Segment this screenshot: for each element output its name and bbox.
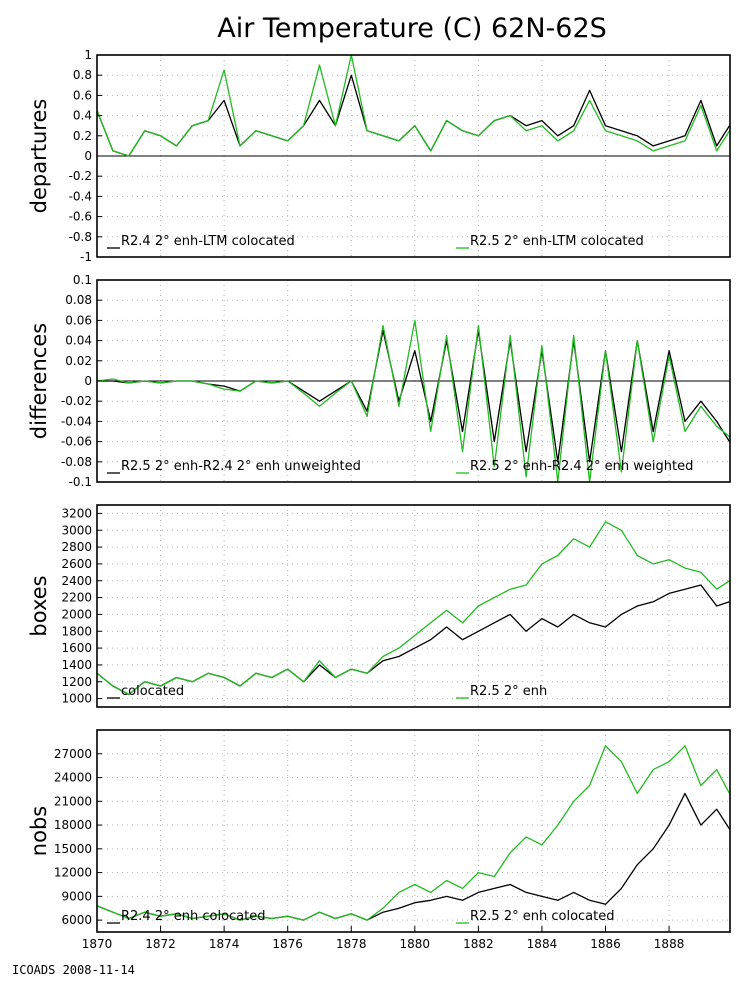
- panel-nobs: 6000 9000 12000 15000 18000 21000 24000 27000 no…: [27, 729, 731, 933]
- footer-source: ICOADS 2008-11-14: [12, 963, 135, 977]
- x-tick-label: 1870: [82, 937, 113, 951]
- y-tick-label: 24000: [54, 771, 92, 785]
- y-tick-label: 2200: [61, 591, 92, 605]
- y-tick-label: 27000: [54, 747, 92, 761]
- legend-label-green: R2.5 2° enh colocated: [470, 909, 614, 924]
- y-tick-label: 2000: [61, 607, 92, 621]
- y-tick-label: 1600: [61, 641, 92, 655]
- y-axis-label: nobs: [27, 806, 51, 856]
- y-tick-label: 1200: [61, 675, 92, 689]
- y-tick-label: 0.2: [73, 129, 92, 143]
- y-tick-label: 18000: [54, 818, 92, 832]
- y-tick-label: 3000: [61, 523, 92, 537]
- plot-frame: [96, 729, 731, 933]
- y-tick-label: 2400: [61, 574, 92, 588]
- y-tick-label: 12000: [54, 866, 92, 880]
- y-tick-label: 0.4: [73, 109, 92, 123]
- panel-differences: -0.1 -0.08 -0.06 -0.04 -0.02 0 0.02 0.04 0.06 0.0…: [27, 273, 731, 489]
- legend-label-black: colocated: [121, 684, 184, 699]
- y-tick-label: -0.8: [69, 230, 92, 244]
- x-tick-label: 1884: [527, 937, 558, 951]
- y-tick-label: 1400: [61, 658, 92, 672]
- panel-boxes: 1000 1200 1400 1600 1800 2000 2200 2400 2600 2800…: [27, 504, 731, 708]
- legend-label-green: R2.5 2° enh-R2.4 2° enh weighted: [470, 459, 693, 474]
- y-tick-label: 9000: [61, 889, 92, 903]
- y-tick-label: 1000: [61, 692, 92, 706]
- y-tick-label: 21000: [54, 794, 92, 808]
- y-tick-label: 0: [84, 374, 92, 388]
- x-tick-label: 1878: [336, 937, 367, 951]
- y-tick-label: 15000: [54, 842, 92, 856]
- y-tick-label: -0.6: [69, 210, 92, 224]
- plot-frame: [96, 504, 731, 708]
- y-tick-label: -0.2: [69, 169, 92, 183]
- x-tick-label: 1872: [145, 937, 176, 951]
- y-tick-label: 3200: [61, 506, 92, 520]
- y-tick-label: 2800: [61, 540, 92, 554]
- y-tick-label: 1: [84, 48, 92, 62]
- y-tick-label: -0.06: [61, 435, 92, 449]
- x-tick-label: 1876: [272, 937, 303, 951]
- x-tick-label: 1888: [654, 937, 685, 951]
- y-tick-label: 0.06: [65, 313, 92, 327]
- x-tick-label: 1874: [209, 937, 240, 951]
- y-tick-label: -0.08: [61, 455, 92, 469]
- series-line-green: [96, 745, 731, 921]
- y-axis-label: boxes: [27, 575, 51, 636]
- series-line-green: [96, 521, 730, 696]
- x-tick-label: 1882: [463, 937, 494, 951]
- series-line-green: [96, 319, 730, 483]
- y-tick-label: 0.8: [73, 68, 92, 82]
- y-axis-label: differences: [27, 323, 51, 439]
- x-tick-label: 1880: [400, 937, 431, 951]
- legend-label-black: R2.5 2° enh-R2.4 2° enh unweighted: [121, 459, 361, 474]
- y-tick-label: 0.6: [73, 88, 92, 102]
- x-tick-label: 1886: [590, 937, 621, 951]
- y-tick-label: -0.1: [69, 475, 92, 489]
- y-tick-label: -0.04: [61, 414, 92, 428]
- y-tick-label: 6000: [61, 913, 92, 927]
- y-tick-label: -0.4: [69, 189, 92, 203]
- x-axis: 1870 1872 1874 1876 1878 1880 1882 1884 1886 1888: [82, 926, 685, 951]
- legend-label-green: R2.5 2° enh-LTM colocated: [470, 234, 644, 249]
- panel-departures: -1 -0.8 -0.6 -0.4 -0.2 0 0.2 0.4 0.6 0.8 1 departur…: [27, 48, 731, 264]
- y-tick-label: 0.04: [65, 334, 92, 348]
- legend-label-black: R2.4 2° enh-LTM colocated: [121, 234, 295, 249]
- legend-label-black: R2.4 2° enh colocated: [121, 909, 265, 924]
- y-tick-label: -0.02: [61, 394, 92, 408]
- y-tick-label: 1800: [61, 624, 92, 638]
- y-axis-label: departures: [27, 99, 51, 214]
- legend-label-green: R2.5 2° enh: [470, 684, 547, 699]
- y-tick-label: 0.02: [65, 354, 92, 368]
- chart-title: Air Temperature (C) 62N-62S: [217, 13, 607, 44]
- y-tick-label: 2600: [61, 557, 92, 571]
- y-tick-label: 0: [84, 149, 92, 163]
- y-tick-label: 0.08: [65, 293, 92, 307]
- series-line-green: [96, 54, 731, 157]
- y-tick-label: 0.1: [73, 273, 92, 287]
- y-tick-label: -1: [80, 250, 92, 264]
